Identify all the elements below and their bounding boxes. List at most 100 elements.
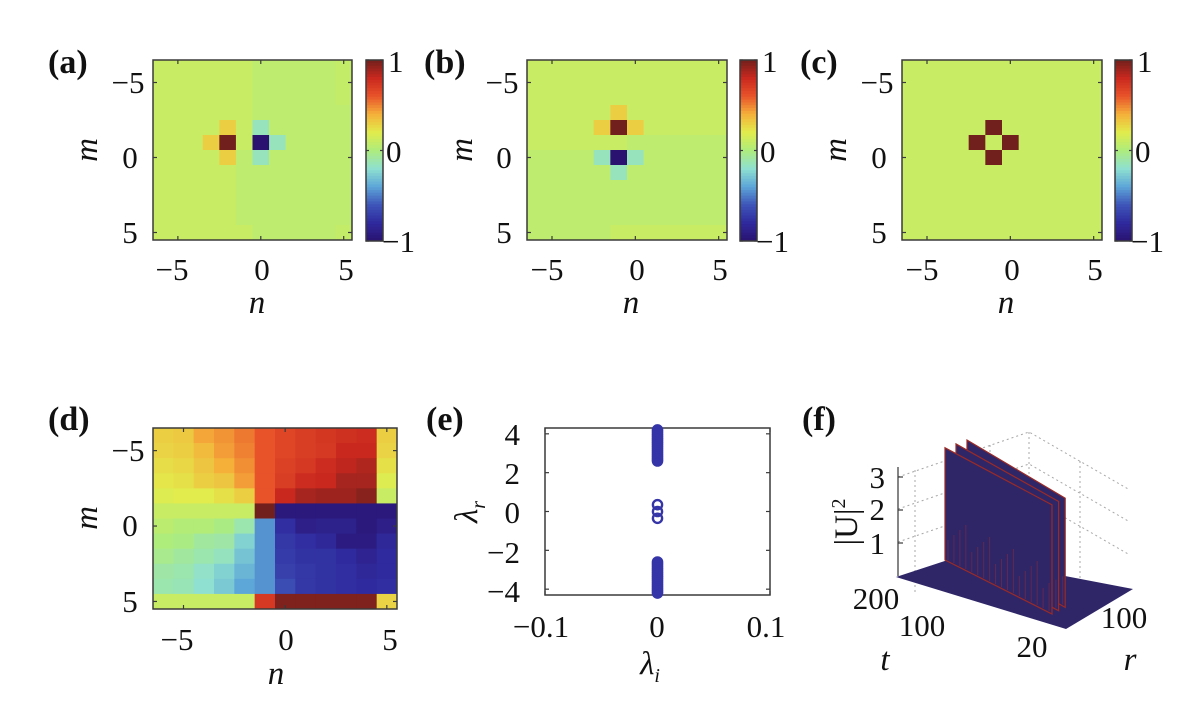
xtick-a-1: 0 — [254, 252, 270, 287]
heatmap-cell-b-4-11 — [710, 120, 728, 136]
zlabel-f-main: |U| — [829, 508, 865, 545]
heatmap-cell-b-10-3 — [577, 210, 595, 226]
heatmap-cell-b-10-10 — [693, 210, 711, 226]
colorbar-segment-c-8 — [1115, 82, 1132, 86]
heatmap-cell-c-7-1 — [918, 165, 936, 181]
heatmap-cell-b-0-4 — [593, 60, 611, 76]
heatmap-cell-c-4-9 — [1052, 120, 1070, 136]
heatmap-cell-b-1-2 — [560, 75, 578, 91]
heatmap-cell-d-5-8 — [315, 503, 337, 519]
xlabel-a: n — [249, 285, 266, 321]
heatmap-cell-c-10-11 — [1085, 210, 1103, 226]
heatmap-cell-c-3-5 — [985, 105, 1003, 121]
colorbar-segment-a-2 — [366, 65, 383, 69]
colorbar-segment-a-3 — [366, 68, 383, 72]
heatmap-cell-a-7-9 — [302, 165, 320, 181]
heatmap-cell-c-1-1 — [918, 75, 936, 91]
heatmap-cell-c-2-1 — [918, 90, 936, 106]
cbtick-c-1: 0 — [1135, 134, 1151, 169]
xtick-d-1: 0 — [278, 622, 294, 657]
colorbar-segment-a-41 — [366, 175, 383, 180]
xtick-b-0: −5 — [531, 252, 564, 287]
heatmap-cell-d-11-2 — [193, 593, 215, 610]
heatmap-cell-c-10-3 — [952, 210, 970, 226]
heatmap-cell-a-2-1 — [169, 90, 187, 106]
heatmap-cell-b-11-3 — [577, 225, 595, 241]
heatmap-cell-d-5-10 — [356, 503, 378, 519]
colorbar-segment-c-35 — [1115, 158, 1132, 163]
heatmap-cell-c-4-0 — [902, 120, 920, 136]
heatmap-cell-c-3-0 — [902, 105, 920, 121]
ytick-a-1: 0 — [122, 140, 138, 175]
heatmap-cell-c-1-0 — [902, 75, 920, 91]
ylabel-b: m — [444, 138, 480, 162]
panel-label-f: (f) — [802, 401, 836, 438]
heatmap-cell-b-2-2 — [560, 90, 578, 106]
colorbar-segment-c-24 — [1115, 127, 1132, 132]
heatmap-cell-a-11-7 — [269, 225, 287, 241]
heatmap-cell-d-4-0 — [153, 488, 174, 504]
colorbar-segment-b-5 — [740, 74, 757, 78]
cbtick-b-1: 0 — [760, 134, 776, 169]
ytick-d-0: −5 — [112, 433, 145, 468]
colorbar-segment-c-36 — [1115, 161, 1132, 166]
colorbar-segment-c-39 — [1115, 170, 1132, 174]
heatmap-cell-a-4-4 — [219, 120, 237, 136]
heatmap-cell-d-5-1 — [173, 503, 195, 519]
colorbar-segment-a-18 — [366, 110, 383, 115]
heatmap-cell-c-0-5 — [985, 60, 1003, 76]
colorbar-segment-b-35 — [740, 158, 757, 163]
heatmap-cell-b-0-0 — [527, 60, 545, 76]
heatmap-cell-b-8-5 — [610, 180, 628, 196]
colorbar-segment-b-15 — [740, 102, 757, 106]
colorbar-segment-b-26 — [740, 133, 757, 137]
heatmap-cell-b-7-6 — [627, 165, 645, 181]
heatmap-cell-b-6-8 — [660, 150, 678, 166]
heatmap-cell-d-2-9 — [336, 458, 357, 474]
heatmap-c — [902, 60, 1103, 241]
heatmap-cell-d-9-8 — [315, 563, 337, 580]
colorbar-segment-a-48 — [366, 195, 383, 200]
heatmap-cell-d-9-6 — [275, 563, 296, 580]
heatmap-cell-c-2-3 — [952, 90, 970, 106]
heatmap-cell-b-2-8 — [660, 90, 678, 106]
colorbar-c — [1114, 59, 1133, 242]
heatmap-cell-b-6-9 — [677, 150, 695, 166]
heatmap-cell-b-1-3 — [577, 75, 595, 91]
heatmap-cell-c-10-9 — [1052, 210, 1070, 226]
heatmap-cell-d-11-3 — [214, 593, 235, 610]
heatmap-cell-a-11-11 — [335, 225, 353, 241]
heatmap-cell-c-5-9 — [1052, 135, 1070, 151]
heatmap-cell-c-2-9 — [1052, 90, 1070, 106]
colorbar-segment-a-12 — [366, 93, 383, 98]
colorbar-b — [739, 59, 758, 242]
colorbar-segment-a-27 — [366, 136, 383, 140]
heatmap-cell-a-0-1 — [169, 60, 187, 76]
heatmap-cell-b-7-8 — [660, 165, 678, 181]
colorbar-segment-a-35 — [366, 158, 383, 163]
heatmap-cell-a-7-6 — [252, 165, 270, 181]
ticks-d — [153, 428, 397, 609]
heatmap-cell-a-2-8 — [285, 90, 303, 106]
heatmap-cell-b-3-7 — [643, 105, 661, 121]
heatmap-cell-d-5-6 — [275, 503, 296, 519]
heatmap-cell-b-8-3 — [577, 180, 595, 196]
heatmap-cell-b-9-4 — [593, 195, 611, 211]
heatmap-cell-d-7-0 — [153, 533, 174, 550]
heatmap-cell-c-7-4 — [968, 165, 986, 181]
heatmap-cell-b-0-5 — [610, 60, 628, 76]
heatmap-cell-d-5-2 — [193, 503, 215, 519]
heatmap-cell-d-9-9 — [336, 563, 357, 580]
heatmap-cell-d-1-1 — [173, 443, 195, 459]
heatmap-cell-a-0-8 — [285, 60, 303, 76]
ytick-b-0: −5 — [486, 65, 519, 100]
heatmap-cell-a-10-10 — [318, 210, 336, 226]
heatmap-cell-a-10-2 — [186, 210, 204, 226]
heatmap-cell-a-5-8 — [285, 135, 303, 151]
colorbar-segment-c-48 — [1115, 195, 1132, 200]
heatmap-cell-c-10-5 — [985, 210, 1003, 226]
heatmap-cell-d-8-0 — [153, 548, 174, 565]
colorbar-segment-b-42 — [740, 178, 757, 183]
heatmap-cell-c-8-10 — [1068, 180, 1086, 196]
heatmap-cell-c-3-2 — [935, 105, 953, 121]
